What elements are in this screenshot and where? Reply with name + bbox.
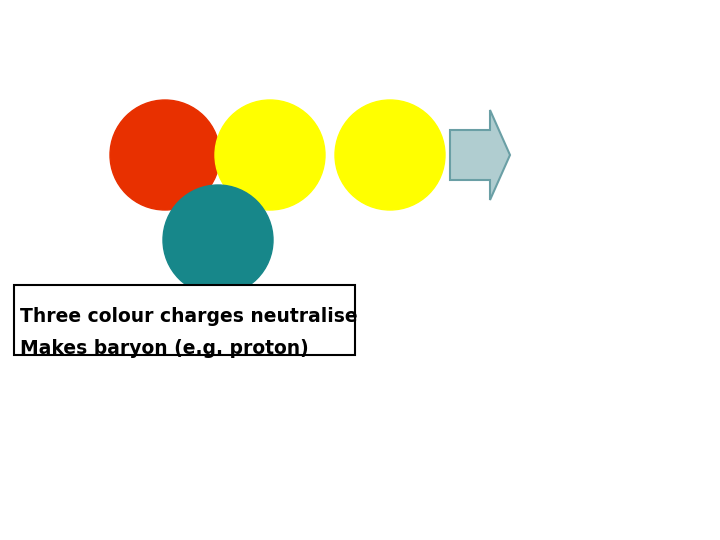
Text: Makes baryon (e.g. proton): Makes baryon (e.g. proton) [20, 339, 309, 358]
Circle shape [215, 100, 325, 210]
Circle shape [110, 100, 220, 210]
Circle shape [335, 100, 445, 210]
Text: Three colour charges neutralise: Three colour charges neutralise [20, 307, 358, 326]
Polygon shape [450, 110, 510, 200]
Circle shape [163, 185, 273, 295]
Bar [14, 285, 355, 355]
